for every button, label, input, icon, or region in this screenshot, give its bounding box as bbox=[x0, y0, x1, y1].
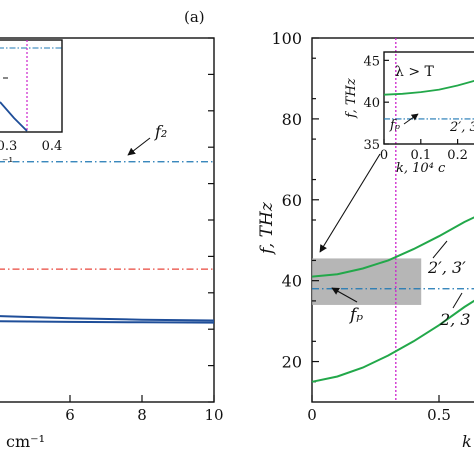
panel-b-series-label-upper: 2′, 3′ bbox=[427, 258, 466, 277]
panel-b-inset-y-label: f, THz bbox=[344, 78, 359, 119]
panel-b-series-line-0 bbox=[311, 216, 474, 278]
panel-b-y-axis-label: f, THz bbox=[257, 201, 277, 256]
panel-b-fp-label: fₚ bbox=[348, 305, 363, 325]
panel-b-y-tick-label-2: 60 bbox=[282, 191, 302, 210]
panel-b-inset-x-tick-label-1: 0.1 bbox=[410, 148, 431, 163]
panel-a-x-tick-label-1: 8 bbox=[137, 406, 147, 424]
panel-a-inset-tick-0: 0.3 bbox=[0, 139, 17, 154]
panel-b-inset-fp-arrow bbox=[403, 113, 419, 125]
panel-a-ticks: 6 8 10 bbox=[65, 37, 224, 424]
panel-b-inset-fp-label: fₚ bbox=[389, 118, 400, 133]
panel-a-inset-frame bbox=[0, 39, 63, 133]
panel-b-y-tick-label-4: 100 bbox=[271, 29, 302, 48]
panel-a-inset: 0.3 0.4 ⁻¹ bbox=[0, 39, 63, 169]
panel-b-y-tick-label-3: 80 bbox=[282, 110, 302, 129]
panel-b-inset-x-tick-label-2: 0.2 bbox=[447, 148, 468, 163]
panel-b-y-tick-label-0: 20 bbox=[282, 353, 302, 372]
panel-b-zoom-arrow bbox=[319, 153, 381, 253]
panel-a-inset-tick-1: 0.4 bbox=[42, 139, 63, 154]
panel-b-inset-y-tick-label-0: 35 bbox=[363, 138, 380, 153]
panel-a-x-tick-label-2: 10 bbox=[204, 406, 223, 424]
panel-a-x-tick-label-0: 6 bbox=[65, 406, 75, 424]
panel-b-ticks: 20 40 60 80 100 0 0.5 bbox=[271, 29, 450, 424]
panel-a-series-line-0 bbox=[0, 315, 215, 322]
panel-b-series-line-1 bbox=[311, 299, 474, 383]
panel-b-series-pointer-upper bbox=[432, 240, 448, 259]
panel-a-frame bbox=[0, 37, 215, 403]
panel-b-inset-y-tick-label-2: 45 bbox=[363, 54, 380, 69]
panel-a-label: (a) bbox=[184, 8, 205, 26]
panel-b-reference-lines bbox=[312, 38, 474, 402]
panel-b-frame bbox=[311, 37, 474, 403]
panel-b-inset-x-tick-label-0: 0 bbox=[380, 148, 388, 163]
panel-b-series-pointer-lower bbox=[452, 292, 463, 309]
panel-a-series-line-1 bbox=[0, 320, 215, 324]
panel-a-series bbox=[0, 315, 215, 324]
panel-b-x-tick-label-0: 0 bbox=[307, 406, 317, 424]
panel-b-inset: 35 40 45 0 0.1 0.2 λ > T f, THz k, 10⁴ c 2′, … bbox=[344, 51, 474, 176]
panel-b-fp-label-text: fₚ bbox=[348, 305, 363, 325]
panel-b-inset-content: 35 40 45 0 0.1 0.2 bbox=[363, 54, 474, 163]
panel-a-f2-label: f₂ bbox=[154, 122, 167, 141]
panel-b-series-label-lower: 2, 3 bbox=[439, 310, 471, 329]
panel-b-inset-y-tick-label-1: 40 bbox=[363, 96, 380, 111]
panel-b-inset-curve bbox=[383, 80, 474, 96]
panel-a-inset-x-unit: ⁻¹ bbox=[2, 155, 13, 169]
panel-b-y-tick-label-1: 40 bbox=[282, 272, 302, 291]
panel-b-inset-curve-label: 2′, 3 bbox=[449, 120, 474, 135]
panel-a-inset-curve bbox=[0, 101, 28, 132]
panel-b-inset-annotation: λ > T bbox=[395, 64, 435, 80]
panel-b-inset-x-label: k, 10⁴ c bbox=[396, 161, 446, 176]
panel-b-y-axis-label-text: f, THz bbox=[257, 201, 277, 256]
panel-b-inset-frame bbox=[383, 51, 474, 145]
panel-b-x-tick-label-1: 0.5 bbox=[427, 406, 451, 424]
panel-b-series bbox=[311, 216, 474, 383]
panel-a-f2-arrow bbox=[127, 137, 151, 156]
panel-b-x-axis-label: k bbox=[462, 432, 472, 451]
panel-b-fp-arrow bbox=[331, 287, 358, 303]
panel-a-reference-lines bbox=[0, 161, 214, 270]
panel-a-x-unit-label: cm⁻¹ bbox=[6, 432, 45, 451]
panel-a: (a) 6 8 10 cm⁻¹ f₂ 0.3 0.4 ⁻¹ bbox=[0, 8, 224, 451]
panel-b-shaded-region bbox=[312, 258, 422, 305]
